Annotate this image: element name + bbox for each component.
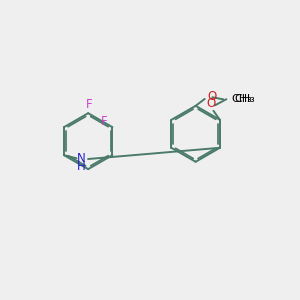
Text: O: O bbox=[206, 97, 216, 110]
Text: F: F bbox=[101, 116, 107, 128]
Text: H: H bbox=[77, 160, 86, 172]
Text: F: F bbox=[85, 98, 92, 111]
Text: N: N bbox=[77, 152, 86, 165]
Text: CH₃: CH₃ bbox=[232, 94, 252, 104]
Text: O: O bbox=[208, 90, 217, 103]
Text: CH₃: CH₃ bbox=[235, 94, 255, 104]
